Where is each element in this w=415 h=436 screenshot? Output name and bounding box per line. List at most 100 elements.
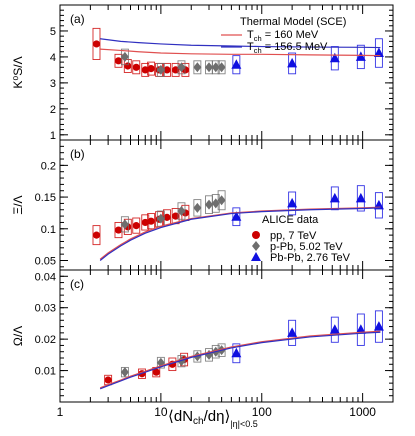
syst-box — [374, 38, 383, 68]
syst-box — [288, 52, 297, 75]
data-point-triangle — [329, 192, 340, 203]
data-point-circle — [152, 368, 160, 376]
syst-box — [330, 316, 339, 343]
data-legend-marker-pbpb — [251, 252, 261, 261]
panel-frame — [59, 269, 394, 403]
y-tick-label: 0.02 — [35, 334, 56, 346]
syst-box — [288, 191, 297, 216]
data-point-circle — [147, 65, 155, 73]
data-point-circle — [147, 217, 155, 225]
data-point-diamond — [205, 62, 214, 73]
data-point-triangle — [287, 57, 298, 68]
data-point-triangle — [355, 192, 366, 203]
data-legend: ALICE data pp, 7 TeV p-Pb, 5.02 TeV Pb-P… — [251, 214, 351, 264]
y-tick-label: 0.1 — [41, 224, 56, 236]
y-tick-label: 3 — [50, 78, 56, 90]
model-legend-label-1565: Tch = 156.5 MeV — [247, 41, 328, 55]
y-axis-title: Ω/Λ — [11, 326, 25, 346]
x-tick-label: 1 — [57, 405, 64, 419]
panel-label: (a) — [70, 12, 85, 26]
y-tick-label: 0.2 — [41, 160, 56, 172]
data-point-diamond — [193, 62, 202, 73]
data-point-circle — [141, 218, 149, 227]
data-legend-marker-ppb — [252, 241, 260, 251]
data-point-circle — [132, 222, 140, 230]
data-point-diamond — [193, 202, 202, 213]
y-tick-label: 0.03 — [35, 303, 56, 315]
y-tick-label: 2 — [50, 104, 56, 116]
y-tick-label: 0.04 — [35, 271, 56, 283]
panel-frame — [59, 139, 394, 271]
data-point-diamond — [156, 64, 165, 75]
data-point-diamond — [120, 51, 129, 62]
syst-box — [288, 319, 297, 346]
panel-1: 0.05 0.1 0.15 0.2 (b) Ξ/Λ — [11, 139, 394, 271]
syst-box — [356, 44, 365, 70]
data-legend-marker-pp — [252, 231, 260, 239]
data-point-triangle — [373, 321, 384, 331]
data-point-diamond — [177, 206, 186, 217]
model-legend-title: Thermal Model (SCE) — [240, 16, 346, 28]
y-tick-label: 0.15 — [35, 192, 56, 204]
panel-label: (c) — [70, 277, 84, 291]
syst-box — [356, 185, 365, 212]
data-point-circle — [172, 212, 180, 220]
x-tick-label: 100 — [252, 405, 272, 419]
model-curve — [100, 38, 381, 49]
data-point-diamond — [217, 62, 226, 73]
syst-box — [374, 310, 383, 343]
syst-box — [232, 343, 241, 364]
data-point-triangle — [231, 59, 242, 69]
data-point-circle — [172, 66, 180, 74]
data-legend-label-ppb: p-Pb, 5.02 TeV — [270, 241, 343, 253]
panel-label: (b) — [70, 147, 85, 161]
x-tick-label: 10 — [154, 405, 168, 419]
data-point-diamond — [120, 219, 129, 230]
panel-0: 1 2 3 4 5 (a) K⁰S/Λ — [11, 4, 394, 142]
data-legend-label-pbpb: Pb-Pb, 2.76 TeV — [270, 252, 351, 264]
syst-box — [374, 192, 383, 219]
data-point-circle — [114, 57, 123, 65]
data-point-circle — [163, 213, 171, 221]
x-tick-label: 1000 — [349, 405, 376, 419]
chart-panels: 12345(a)K⁰S/Λ0.050.10.150.2(b)Ξ/Λ0.010.0… — [11, 4, 394, 419]
data-point-diamond — [156, 213, 165, 224]
model-legend: Thermal Model (SCE) Tch = 160 MeV Tch = … — [221, 16, 346, 55]
panel-2: 0.01 0.02 0.03 0.04 (c) Ω/Λ — [11, 269, 394, 403]
y-axis-title: Ξ/Λ — [11, 195, 25, 214]
data-point-circle — [92, 231, 101, 239]
x-axis-title: ⟨dNch/dη⟩|η|<0.5 — [168, 408, 258, 429]
data-point-triangle — [287, 197, 298, 208]
data-point-diamond — [177, 62, 186, 73]
y-tick-label: 4 — [50, 52, 56, 64]
data-point-triangle — [287, 327, 298, 337]
y-tick-label: 0.01 — [35, 366, 56, 378]
model-curve — [99, 331, 381, 390]
data-point-triangle — [329, 52, 340, 63]
data-point-circle — [132, 63, 140, 71]
model-curve — [100, 48, 381, 57]
syst-box — [232, 55, 241, 75]
data-point-circle — [114, 226, 123, 234]
y-tick-label: 5 — [50, 26, 56, 38]
data-point-circle — [141, 66, 149, 74]
data-point-circle — [124, 62, 132, 70]
data-point-circle — [92, 40, 101, 48]
data-point-circle — [104, 376, 112, 384]
data-point-triangle — [373, 47, 384, 58]
data-point-triangle — [355, 324, 366, 334]
data-point-diamond — [217, 195, 226, 206]
data-point-triangle — [329, 324, 340, 334]
data-point-triangle — [355, 51, 366, 61]
model-curve — [99, 207, 381, 261]
model-legend-label-160: Tch = 160 MeV — [247, 29, 319, 43]
data-point-triangle — [231, 347, 242, 358]
data-point-diamond — [205, 199, 214, 210]
data-legend-title: ALICE data — [262, 214, 319, 226]
syst-box — [232, 207, 241, 227]
data-point-circle — [163, 66, 171, 74]
syst-box — [356, 313, 365, 346]
data-legend-label-pp: pp, 7 TeV — [270, 230, 317, 242]
data-point-diamond — [120, 367, 129, 378]
